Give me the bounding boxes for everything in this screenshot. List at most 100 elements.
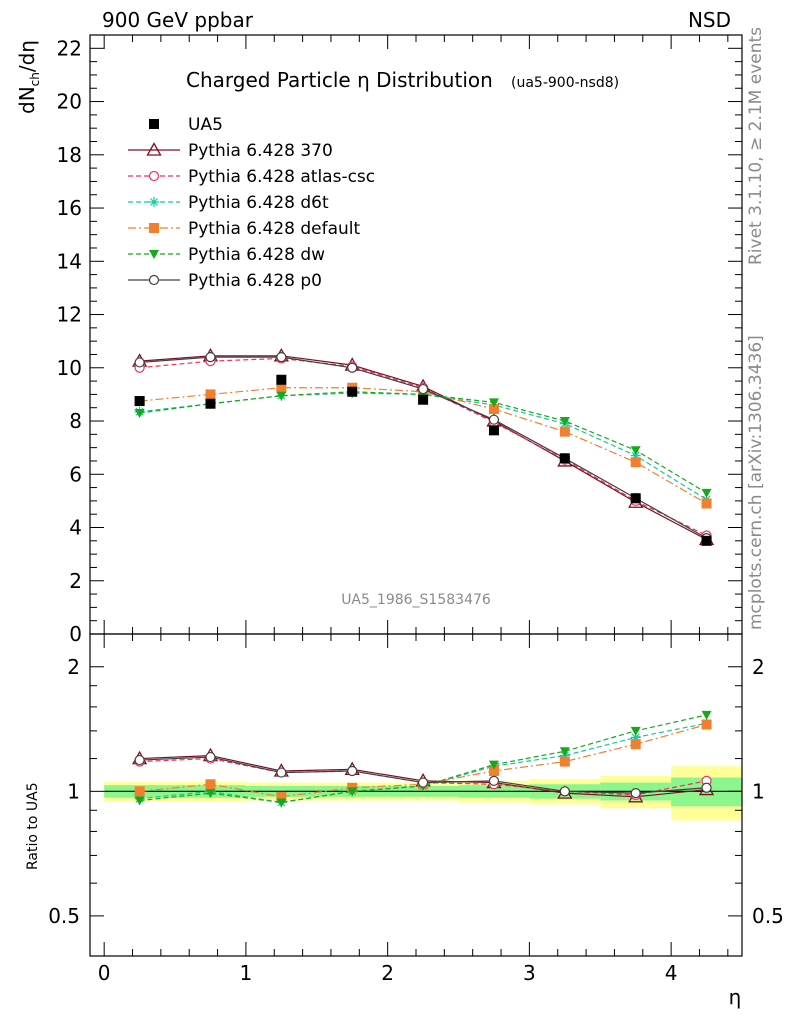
data-point <box>559 453 570 464</box>
legend-label: Pythia 6.428 d6t <box>188 193 329 213</box>
ratio-point <box>488 775 500 786</box>
y-tick-label: 18 <box>57 143 82 167</box>
ratio-point <box>205 751 216 763</box>
y-tick-label: 8 <box>69 409 82 433</box>
data-point <box>276 382 287 393</box>
main-y-axis: 0 2 4 6 8 10 12 14 16 18 20 22 <box>57 36 742 646</box>
ratio-line <box>139 714 707 804</box>
data-point <box>630 493 641 504</box>
legend-marker <box>149 119 159 129</box>
ratio-y-tick-label-right: 0.5 <box>752 904 784 928</box>
ratio-y-axis: 0.5 0.5 1 1 2 2 <box>48 655 784 928</box>
x-tick-label: 1 <box>240 961 253 985</box>
ratio-series-pythia-6.428-p0 <box>134 751 712 799</box>
ratio-y-tick-label-right: 1 <box>752 779 765 803</box>
legend-entry: Pythia 6.428 p0 <box>128 271 322 291</box>
analysis-id: UA5_1986_S1583476 <box>341 592 491 608</box>
legend-label: UA5 <box>188 115 223 135</box>
legend-entry: Pythia 6.428 370 <box>128 141 333 161</box>
y-label-main: dN <box>15 86 39 114</box>
ratio-y-tick-label: 0.5 <box>48 904 80 928</box>
data-point <box>134 396 145 407</box>
data-point <box>276 352 287 363</box>
y-label-tail: /dη <box>15 40 39 72</box>
ratio-point <box>559 786 570 797</box>
legend-marker <box>146 142 162 156</box>
y-tick-label: 10 <box>57 356 82 380</box>
series-line <box>139 392 707 501</box>
y-tick-label: 0 <box>69 622 82 646</box>
ratio-y-tick-label: 2 <box>67 655 80 679</box>
ratio-point <box>276 791 287 802</box>
ratio-y-tick-label: 1 <box>67 779 80 803</box>
legend-label: Pythia 6.428 p0 <box>188 271 322 291</box>
rivet-version: Rivet 3.1.10, ≥ 2.1M events <box>746 27 766 265</box>
legend-entry: Pythia 6.428 d6t <box>128 193 329 213</box>
data-point <box>347 386 358 397</box>
x-tick-label: 4 <box>665 961 678 985</box>
y-tick-label: 2 <box>69 569 82 593</box>
y-tick-label: 22 <box>57 36 82 60</box>
legend-entry: Pythia 6.428 atlas-csc <box>128 167 375 187</box>
legend-label: Pythia 6.428 370 <box>188 141 333 161</box>
data-point <box>630 446 641 456</box>
ratio-point <box>134 796 145 806</box>
data-point <box>276 374 287 385</box>
legend: UA5 Pythia 6.428 370 Pythia 6.428 atlas-cs… <box>128 115 375 291</box>
data-point <box>276 391 287 401</box>
y-tick-label: 14 <box>57 249 82 273</box>
x-axis-label: η <box>729 985 742 1009</box>
x-axis: 0 1 2 3 4 <box>98 634 729 985</box>
data-point <box>559 417 570 427</box>
ratio-point <box>630 726 641 736</box>
y-tick-label: 12 <box>57 303 82 327</box>
source-credit: mcplots.cern.ch [arXiv:1306.3436] <box>746 335 766 630</box>
main-x-ticks <box>103 35 729 634</box>
data-point <box>134 409 145 419</box>
series-pythia-6.428-d6t <box>134 388 712 505</box>
chart-subtitle: (ua5-900-nsd8) <box>511 75 619 91</box>
data-point <box>701 535 712 546</box>
legend-entry: Pythia 6.428 default <box>128 219 361 239</box>
ratio-point <box>276 798 287 808</box>
legend-label: Pythia 6.428 dw <box>188 245 325 265</box>
x-tick-label: 3 <box>523 961 536 985</box>
y-tick-label: 20 <box>57 90 82 114</box>
ratio-point <box>701 782 712 793</box>
svg-text:dNch/dη: dNch/dη <box>15 40 42 114</box>
data-point <box>630 457 641 468</box>
series-line <box>139 387 707 505</box>
ratio-series <box>131 710 715 808</box>
series-pythia-6.428-dw <box>134 387 712 498</box>
x-tick-label: 2 <box>381 961 394 985</box>
process-label: NSD <box>688 8 731 32</box>
ratio-point <box>347 765 358 777</box>
ratio-point <box>276 767 287 778</box>
series-pythia-6.428-370 <box>131 347 715 546</box>
y-tick-label: 16 <box>57 196 82 220</box>
series-line <box>139 391 707 494</box>
ratio-point <box>134 786 145 797</box>
ratio-point <box>205 789 216 799</box>
data-point <box>559 426 570 437</box>
ratio-point <box>559 756 570 767</box>
ratio-panel: 0.5 0.5 1 1 2 2 0 1 2 3 4 Ratio to UA5 η <box>25 633 784 1009</box>
main-panel: 0 2 4 6 8 10 12 14 16 18 20 22 Charged Particle η D… <box>15 34 743 646</box>
data-point <box>205 389 216 400</box>
ratio-point <box>134 754 145 766</box>
legend-label: Pythia 6.428 atlas-csc <box>188 167 375 187</box>
ratio-y-label: Ratio to UA5 <box>25 782 41 870</box>
data-point <box>701 488 712 498</box>
legend-label: Pythia 6.428 default <box>188 219 361 239</box>
chart-title: Charged Particle η Distribution <box>186 68 493 92</box>
ratio-point <box>701 719 712 730</box>
data-point <box>418 394 429 405</box>
legend-marker <box>149 250 159 259</box>
legend-marker <box>149 223 159 233</box>
ratio-point <box>630 788 641 799</box>
main-series <box>131 347 715 546</box>
ratio-point <box>488 765 499 776</box>
ratio-point <box>488 760 499 770</box>
x-tick-label: 0 <box>98 961 111 985</box>
data-point <box>347 362 358 373</box>
